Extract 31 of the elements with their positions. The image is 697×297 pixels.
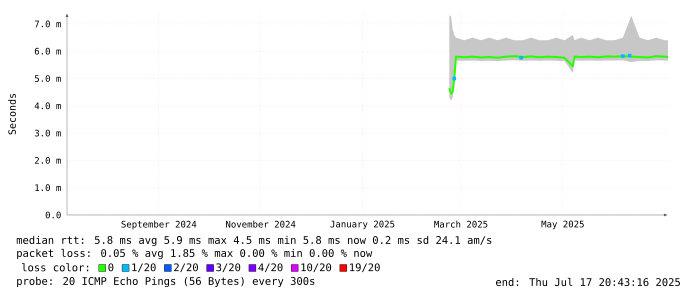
legend-title: loss color: — [22, 263, 88, 272]
x-tick-label: November 2024 — [226, 220, 296, 228]
legend-label: 1/20 — [132, 263, 156, 272]
y-tick-label: 1.0 m — [35, 184, 61, 192]
legend-label: 0 — [108, 263, 114, 272]
y-tick-label: 4.0 m — [34, 102, 61, 110]
point — [621, 54, 625, 58]
legend-label: 2/20 — [174, 263, 198, 272]
legend-label: 3/20 — [216, 263, 240, 272]
x-tick-label: January 2025 — [330, 220, 394, 230]
y-tick-label: 7.0 m — [34, 20, 61, 28]
point — [452, 76, 456, 80]
y-tick-label: 0.0 — [46, 212, 61, 218]
x-tick-label: May 2025 — [542, 220, 584, 230]
y-tick-label: 2.0 m — [34, 156, 61, 164]
text: probe: 20 ICMP Echo Pings (56 Bytes) every 300s — [17, 276, 314, 288]
text: end: Thu Jul 17 20:43:16 2025 — [496, 278, 680, 286]
y-axis-title: Seconds — [8, 94, 16, 134]
point — [628, 54, 632, 58]
y-tick-label: 5.0 m — [34, 75, 61, 82]
text: packet loss: 0.05 % avg 1.85 % max 0.00 % min 0.00 % now — [17, 248, 372, 260]
text: median rtt: 5.8 ms avg 5.9 ms max 4.5 ms min 5.8 ms now 0.2 ms sd 24.1 am/s — [16, 236, 492, 246]
legend-label: 4/20 — [258, 263, 283, 272]
legend-label: 19/20 — [350, 263, 380, 272]
line-series — [448, 55, 669, 95]
point — [519, 56, 523, 60]
x-tick-label: March 2025 — [434, 220, 488, 228]
x-tick-label: September 2024 — [122, 220, 196, 230]
legend-label: 10/20 — [301, 263, 332, 272]
y-tick-label: 3.0 m — [34, 130, 61, 137]
y-tick-label: 6.0 m — [34, 48, 61, 55]
